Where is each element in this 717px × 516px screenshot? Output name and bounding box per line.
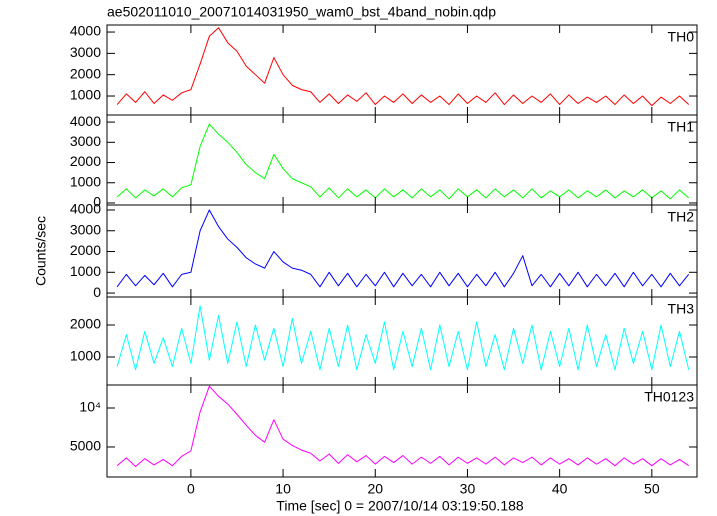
light-curve xyxy=(116,385,689,467)
y-tick-label: 4000 xyxy=(70,201,101,217)
panel-frame xyxy=(106,114,698,206)
y-tick-label: 3000 xyxy=(70,221,101,237)
y-tick-label: 0 xyxy=(93,194,101,210)
y-tick-label: 2000 xyxy=(70,153,101,169)
y-tick-label: 3000 xyxy=(70,133,101,149)
y-tick-label: 2000 xyxy=(70,242,101,258)
x-tick-label: 0 xyxy=(187,481,195,497)
y-tick-label: 4000 xyxy=(70,113,101,129)
y-tick-label: 5000 xyxy=(70,438,101,454)
y-tick-label: 1000 xyxy=(70,348,101,364)
panel-frame xyxy=(106,296,698,386)
x-axis-label: Time [sec] 0 = 2007/10/14 03:19:50.188 xyxy=(276,498,524,514)
y-tick-label: 1000 xyxy=(70,173,101,189)
y-tick-label: 0 xyxy=(93,284,101,300)
y-tick-label: 2000 xyxy=(70,65,101,81)
x-tick-label: 30 xyxy=(460,481,476,497)
light-curve xyxy=(116,209,690,288)
y-tick-label: 10⁴ xyxy=(79,399,101,415)
panel-label: TH3 xyxy=(668,301,695,317)
y-tick-label: 4000 xyxy=(70,23,101,39)
x-tick-label: 20 xyxy=(367,481,383,497)
light-curve xyxy=(116,123,690,200)
panel-label: TH0123 xyxy=(644,389,694,405)
panel-frame xyxy=(106,24,698,116)
x-tick-label: 40 xyxy=(552,481,568,497)
panel-label: TH2 xyxy=(668,209,695,225)
y-tick-label: 2000 xyxy=(70,316,101,332)
light-curve xyxy=(116,305,690,371)
panel-label: TH1 xyxy=(668,119,695,135)
y-tick-label: 1000 xyxy=(70,87,101,103)
light-curve xyxy=(116,27,690,107)
chart-title: ae502011010_20071014031950_wam0_bst_4ban… xyxy=(107,4,496,20)
y-tick-label: 3000 xyxy=(70,44,101,60)
x-tick-label: 50 xyxy=(644,481,660,497)
panel-label: TH0 xyxy=(668,29,695,45)
y-axis-label: Counts/sec xyxy=(33,216,49,286)
y-tick-label: 1000 xyxy=(70,263,101,279)
panel-frame xyxy=(106,384,698,478)
x-tick-label: 10 xyxy=(275,481,291,497)
